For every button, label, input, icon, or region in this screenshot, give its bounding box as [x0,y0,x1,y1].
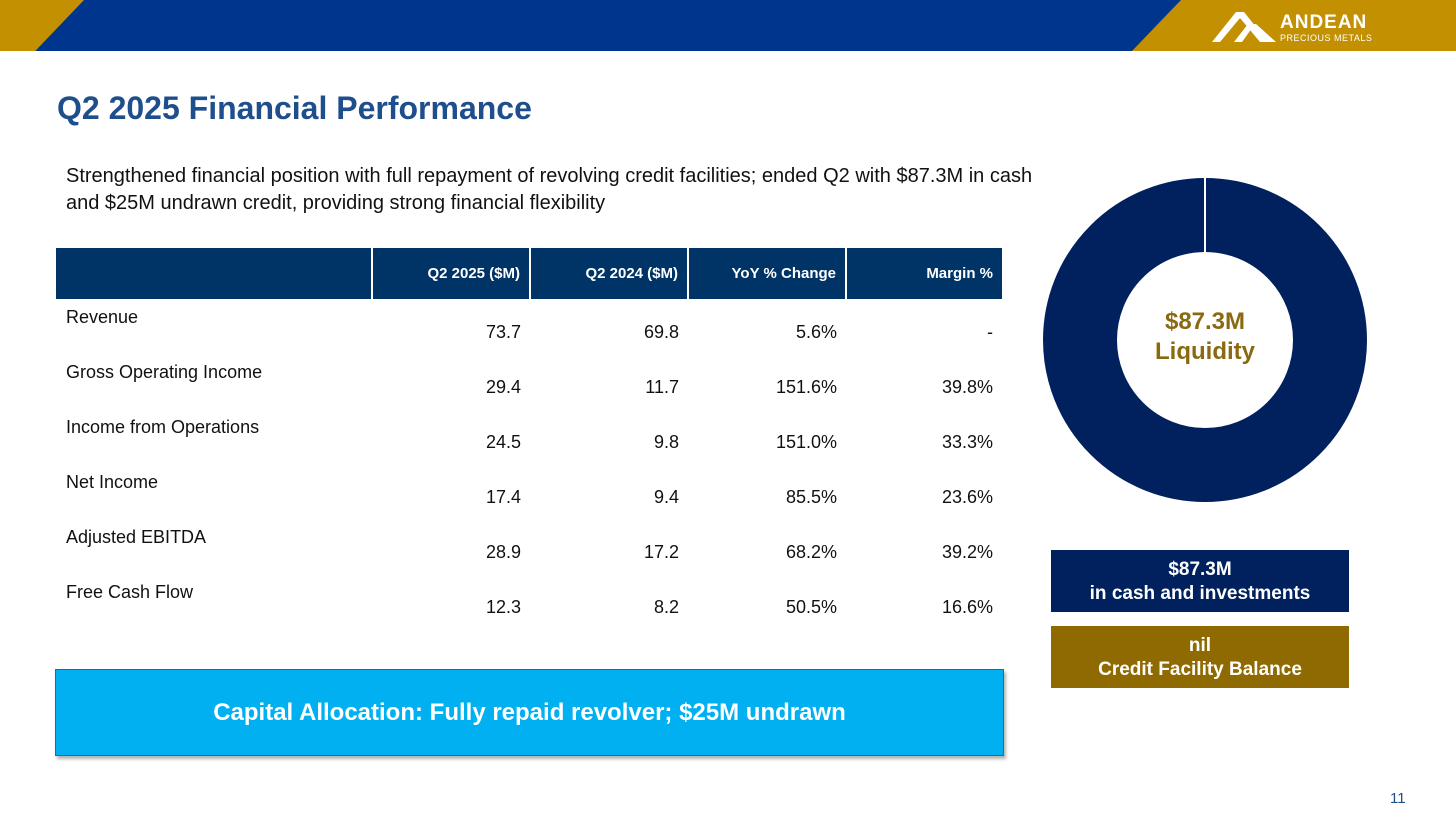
row-value: 24.5 [485,432,521,452]
table-row: Gross Operating Income 29.4 11.7 151.6% 39.8… [56,354,1002,409]
table-row: Income from Operations 24.5 9.8 151.0% 33.3% [56,409,1002,464]
header-cell: Q2 2025 ($M) [371,248,530,299]
row-value: 73.7 [485,322,521,342]
row-value: 23.6% [941,487,993,507]
cash-box: $87.3M in cash and investments [1051,550,1349,612]
row-value: 8.2 [653,597,679,617]
table-row: Net Income 17.4 9.4 85.5% 23.6% [56,464,1002,519]
donut-center-label: $87.3M Liquidity [1105,307,1305,367]
row-value: 5.6% [795,322,837,342]
row-label: Income from Operations [66,417,260,437]
cash-label: in cash and investments [1089,583,1311,604]
row-value: 39.8% [941,377,993,397]
credit-label: Credit Facility Balance [1098,659,1302,680]
row-value: 16.6% [941,597,993,617]
row-value: 69.8 [643,322,679,342]
row-value: - [987,322,993,342]
header-accent-right [1132,0,1456,51]
header-cell [56,248,372,299]
page-subtitle: Strengthened financial position with ful… [66,165,1033,214]
mountain-logo-icon [1212,12,1276,42]
credit-box: nil Credit Facility Balance [1051,626,1349,688]
table-row: Free Cash Flow 12.3 8.2 50.5% 16.6% [56,574,1002,629]
logo-subtitle: PRECIOUS METALS [1280,33,1373,43]
row-value: 151.6% [775,377,837,397]
cash-value: $87.3M [1168,559,1232,580]
table-header-row: Q2 2025 ($M) Q2 2024 ($M) YoY % Change M… [56,248,1002,299]
credit-value: nil [1188,635,1212,656]
logo-name: ANDEAN [1280,12,1368,33]
donut-label: Liquidity [1155,338,1255,365]
row-label: Free Cash Flow [66,582,194,602]
row-value: 29.4 [485,377,521,397]
row-value: 28.9 [485,542,521,562]
liquidity-donut-chart [1043,178,1367,502]
row-value: 68.2% [785,542,837,562]
donut-value: $87.3M [1164,308,1246,335]
table-row: Revenue 73.7 69.8 5.6% - [56,299,1002,354]
row-value: 50.5% [785,597,837,617]
page-title: Q2 2025 Financial Performance [57,90,532,126]
row-label: Net Income [66,472,159,492]
table-row: Adjusted EBITDA 28.9 17.2 68.2% 39.2% [56,519,1002,574]
row-value: 151.0% [775,432,837,452]
row-value: 12.3 [485,597,521,617]
row-value: 33.3% [941,432,993,452]
financial-table: Q2 2025 ($M) Q2 2024 ($M) YoY % Change M… [56,248,1002,629]
header-cell: Margin % [845,248,1002,299]
row-label: Revenue [66,307,139,327]
row-value: 11.7 [645,377,679,397]
row-value: 9.4 [653,487,679,507]
capital-allocation-callout: Capital Allocation: Fully repaid revolve… [55,669,1004,756]
row-value: 17.2 [643,542,679,562]
row-label: Gross Operating Income [66,362,263,382]
row-label: Adjusted EBITDA [66,527,207,547]
company-logo: ANDEAN PRECIOUS METALS [1212,10,1412,44]
row-value: 85.5% [785,487,837,507]
header-cell: Q2 2024 ($M) [529,248,688,299]
row-value: 9.8 [653,432,679,452]
page-number: 11 [1390,790,1406,807]
row-value: 39.2% [941,542,993,562]
row-value: 17.4 [485,487,521,507]
header-cell: YoY % Change [687,248,846,299]
